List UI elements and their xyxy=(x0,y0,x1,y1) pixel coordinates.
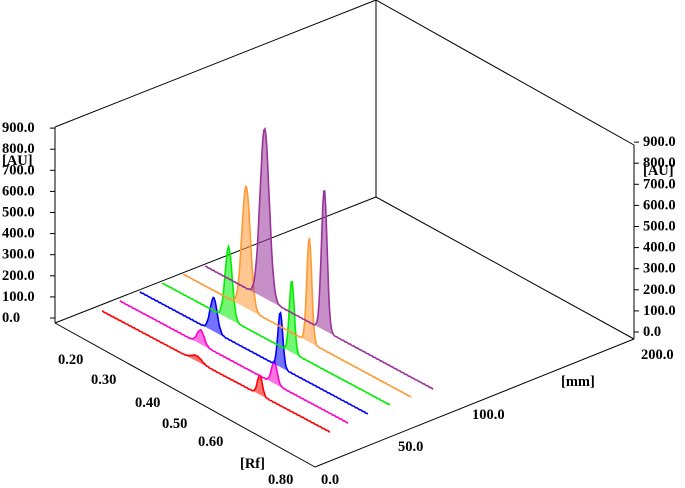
series-fill xyxy=(205,129,433,389)
track-axis: 0.0 50.0 100.0 200.0 xyxy=(321,347,674,488)
box-edge-back-right-top xyxy=(376,0,634,145)
z-tick-label-left: 200.0 xyxy=(2,268,35,284)
z-tick-label-right: 300.0 xyxy=(643,261,676,277)
rf-tick-label: 0.30 xyxy=(91,372,116,388)
z-tick-label-left: 100.0 xyxy=(2,289,35,305)
series-line xyxy=(205,129,433,389)
rf-axis-unit-label: [Rf] xyxy=(240,456,265,472)
track-tick-label: 200.0 xyxy=(641,347,674,363)
z-axis-unit-left: [AU] xyxy=(2,153,33,169)
z-tick-label-right: 500.0 xyxy=(643,219,676,235)
rf-tick-label: 0.80 xyxy=(268,472,293,488)
box-edge-floor-back-right xyxy=(376,197,634,339)
z-axis-left: 0.0100.0200.0300.0400.0500.0600.0700.080… xyxy=(2,120,55,326)
box-edge-back-left-top xyxy=(55,0,376,127)
z-tick-label-right: 100.0 xyxy=(643,303,676,319)
z-tick-label-left: 600.0 xyxy=(2,183,35,199)
z-tick-label-right: 600.0 xyxy=(643,197,676,213)
rf-tick-label: 0.40 xyxy=(135,395,160,411)
z-tick-label-left: 0.0 xyxy=(2,310,20,326)
densitogram-traces xyxy=(102,129,433,432)
track-axis-unit-label: [mm] xyxy=(561,374,595,390)
z-tick-label-left: 900.0 xyxy=(2,120,35,136)
z-tick-label-right: 400.0 xyxy=(643,240,676,256)
rf-tick-label: 0.20 xyxy=(58,352,83,368)
track-axis-line xyxy=(315,339,634,467)
z-axis-unit-right: [AU] xyxy=(643,163,674,179)
z-tick-label-right: 200.0 xyxy=(643,282,676,298)
rf-tick-label: 0.50 xyxy=(162,416,187,432)
track-tick-label: 100.0 xyxy=(472,407,505,423)
rf-tick-label: 0.60 xyxy=(198,434,223,450)
z-tick-label-left: 300.0 xyxy=(2,247,35,263)
track-tick-label: 50.0 xyxy=(398,439,423,455)
z-tick-label-left: 500.0 xyxy=(2,205,35,221)
series-line xyxy=(183,187,411,398)
z-tick-label-left: 400.0 xyxy=(2,226,35,242)
z-tick-label-right: 0.0 xyxy=(643,324,661,340)
track-tick-label: 0.0 xyxy=(321,472,339,488)
z-tick-label-right: 900.0 xyxy=(643,134,676,150)
